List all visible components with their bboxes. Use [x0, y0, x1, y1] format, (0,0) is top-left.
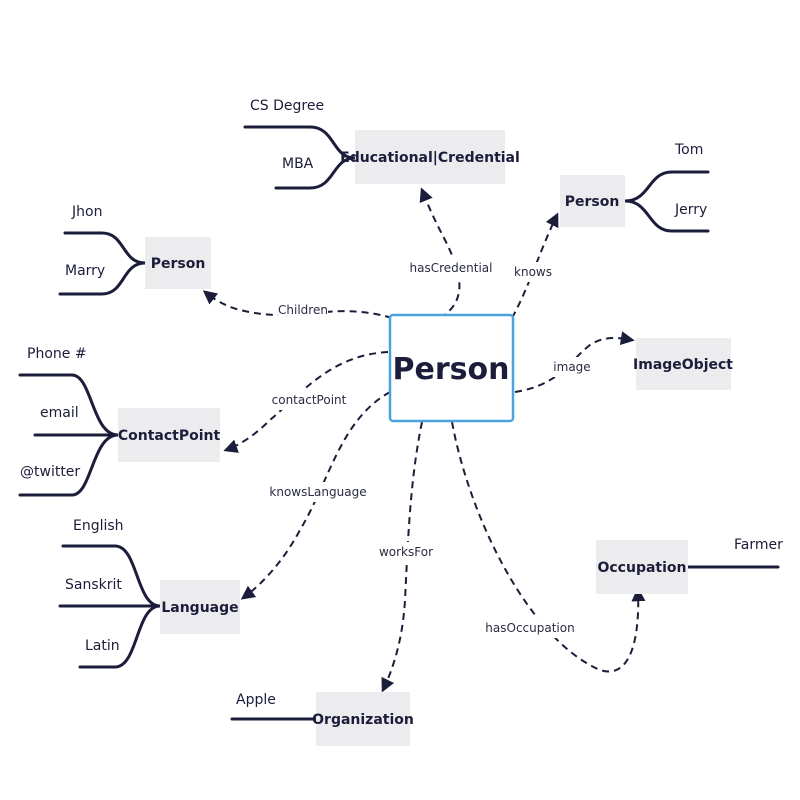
branches-person-knows	[623, 170, 710, 233]
edge-label-knows: knows	[514, 262, 552, 282]
edge-knows-language	[240, 391, 391, 600]
svg-text:ContactPoint: ContactPoint	[118, 428, 221, 444]
edge-label-knows-language: knowsLanguage	[269, 482, 367, 502]
edge-image	[514, 331, 635, 393]
edge-has-credential	[419, 187, 461, 319]
leaf-email: email	[40, 405, 79, 421]
leaf-phone: Phone #	[27, 346, 87, 362]
branches-contact-point	[18, 373, 120, 497]
svg-text:Language: Language	[161, 600, 238, 616]
edge-label-contact-point: contactPoint	[272, 390, 347, 410]
leaf-latin: Latin	[85, 638, 120, 654]
edge-label-image: image	[552, 357, 592, 377]
node-language[interactable]: Language	[160, 580, 240, 634]
edge-has-occupation	[451, 421, 646, 673]
node-person-knows[interactable]: Person	[560, 175, 625, 227]
svg-text:knows: knows	[514, 265, 552, 279]
node-image-object[interactable]: ImageObject	[633, 338, 733, 390]
svg-text:Person: Person	[565, 194, 620, 210]
svg-text:contactPoint: contactPoint	[272, 393, 347, 407]
svg-text:Occupation: Occupation	[597, 560, 686, 576]
leaf-mba: MBA	[282, 156, 314, 172]
node-occupation[interactable]: Occupation	[596, 540, 688, 594]
svg-text:hasCredential: hasCredential	[410, 261, 493, 275]
leaf-farmer: Farmer	[734, 537, 783, 553]
svg-text:Educational|Credential: Educational|Credential	[340, 150, 520, 166]
edge-label-children: Children	[278, 300, 328, 320]
svg-text:Organization: Organization	[312, 712, 414, 728]
branches-person-children	[58, 231, 147, 296]
node-educational-credential[interactable]: Educational|Credential	[340, 130, 520, 184]
leaf-twitter: @twitter	[20, 464, 80, 480]
svg-text:Children: Children	[278, 303, 328, 317]
edge-label-works-for: worksFor	[378, 542, 434, 562]
leaf-cs-degree: CS Degree	[250, 98, 324, 114]
svg-text:image: image	[553, 360, 590, 374]
leaf-apple: Apple	[236, 692, 276, 708]
edge-children	[202, 290, 393, 319]
leaf-jhon: Jhon	[71, 204, 102, 220]
leaf-marry: Marry	[65, 263, 105, 279]
svg-text:knowsLanguage: knowsLanguage	[269, 485, 366, 499]
edge-works-for	[381, 421, 423, 693]
edge-label-has-credential: hasCredential	[410, 258, 493, 278]
edge-knows	[511, 212, 559, 319]
branches-language	[58, 544, 162, 669]
edge-contact-point	[223, 351, 389, 453]
svg-text:Person: Person	[393, 352, 510, 387]
node-center-person[interactable]: Person	[388, 313, 515, 423]
svg-text:hasOccupation: hasOccupation	[485, 621, 574, 635]
leaf-english: English	[73, 518, 124, 534]
leaf-tom: Tom	[674, 142, 703, 158]
node-person-children[interactable]: Person	[145, 237, 211, 289]
leaf-sanskrit: Sanskrit	[65, 577, 122, 593]
branches-educational-credential	[243, 125, 357, 190]
node-organization[interactable]: Organization	[312, 692, 414, 746]
node-contact-point[interactable]: ContactPoint	[118, 408, 221, 462]
svg-text:ImageObject: ImageObject	[633, 357, 733, 373]
svg-text:Person: Person	[151, 256, 206, 272]
leaf-jerry: Jerry	[674, 202, 707, 218]
edge-label-has-occupation: hasOccupation	[485, 618, 575, 638]
svg-text:worksFor: worksFor	[379, 545, 433, 559]
